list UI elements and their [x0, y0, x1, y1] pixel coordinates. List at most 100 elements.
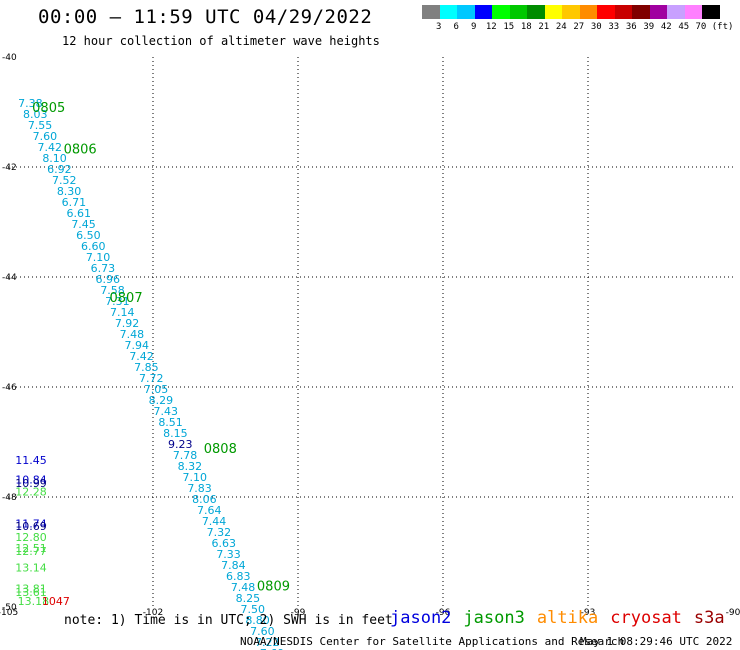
legend-swatch — [509, 5, 527, 19]
satellite-label: s3a — [693, 608, 725, 628]
edge-wave-height-point: 12.28 — [15, 485, 47, 498]
wave-height-point: 6.96 — [95, 273, 120, 286]
generated-timestamp: May 1 08:29:46 UTC 2022 — [580, 635, 733, 648]
footer-note: note: 1) Time is in UTC; 2) SWH is in fe… — [64, 613, 393, 628]
edge-wave-height-point: 12.77 — [15, 545, 47, 558]
y-tick-label: -48 — [2, 493, 17, 503]
wave-height-point: 7.22 — [255, 636, 280, 649]
edge-wave-height-point: 10.69 — [15, 520, 47, 533]
legend-swatch — [474, 5, 492, 19]
edge-wave-height-point: 10.99 — [15, 477, 47, 490]
wave-height-point: 6.92 — [47, 163, 72, 176]
wave-height-point: 7.44 — [202, 515, 227, 528]
legend-label: 3 — [436, 22, 442, 32]
wave-height-point: 7.42 — [37, 141, 62, 154]
wave-height-point: 7.31 — [105, 295, 129, 308]
legend-swatch — [597, 5, 615, 19]
edge-wave-height-point: 13.81 — [15, 583, 47, 596]
wave-height-point: 8.03 — [23, 108, 48, 121]
legend-label: 36 — [625, 22, 637, 32]
time-label: 0808 — [204, 442, 237, 457]
wave-height-point: 7.33 — [216, 548, 241, 561]
legend-swatch — [702, 5, 720, 19]
legend-swatch — [614, 5, 632, 19]
legend-swatch — [632, 5, 650, 19]
wave-height-point: 7.14 — [110, 306, 135, 319]
satellite-label: altika — [536, 608, 599, 628]
x-tick-label: -93 — [581, 608, 596, 618]
color-legend-labels: 3 6 9 12 15 18 21 24 27 30 33 36 39 42 45 70 (ft) — [422, 22, 733, 34]
legend-swatch — [492, 5, 510, 19]
wave-height-point: 8.15 — [163, 427, 188, 440]
legend-swatch — [457, 5, 475, 19]
legend-label: 18 — [520, 22, 532, 32]
wave-height-point: 7.92 — [115, 317, 140, 330]
time-label: 0809 — [257, 580, 290, 595]
wave-height-point: 7.10 — [182, 471, 207, 484]
wave-height-point: 7.52 — [52, 174, 77, 187]
wave-height-point: 6.50 — [76, 229, 101, 242]
legend-label: 30 — [590, 22, 602, 32]
wave-height-point: 7.60 — [33, 130, 58, 143]
y-tick-label: -44 — [2, 273, 17, 283]
y-tick-label: -42 — [2, 163, 17, 173]
wave-height-point: 7.84 — [221, 559, 246, 572]
chart-title: 00:00 – 11:59 UTC 04/29/2022 — [38, 6, 373, 28]
y-tick-label: -46 — [2, 383, 17, 393]
x-tick-label: -99 — [291, 608, 306, 618]
y-tick-label: -50 — [2, 603, 17, 613]
legend-label: 21 — [538, 22, 550, 32]
x-tick-label: -96 — [436, 608, 451, 618]
wave-height-point: 7.32 — [207, 526, 232, 539]
wave-height-point: 7.48 — [231, 581, 256, 594]
legend-label: 15 — [503, 22, 515, 32]
wave-height-point: 7.94 — [124, 339, 149, 352]
satellite-label: jason3 — [463, 608, 525, 628]
wave-height-point: 6.60 — [81, 240, 106, 253]
wave-height-point: 7.78 — [173, 449, 198, 462]
wave-height-point: 7.64 — [197, 504, 222, 517]
wave-height-point: 7.83 — [187, 482, 212, 495]
legend-label: 70 (ft) — [695, 22, 734, 32]
edge-wave-height-point: 11.45 — [15, 454, 47, 467]
edge-wave-height-point: 12.51 — [15, 542, 47, 555]
wave-height-point: 7.42 — [129, 350, 154, 363]
wave-height-point: 7.05 — [144, 383, 169, 396]
edge-wave-height-point: 13.18 — [18, 595, 49, 608]
wave-height-point: 8.32 — [178, 460, 203, 473]
satellite-label: jason2 — [390, 608, 452, 628]
legend-label: 6 — [453, 22, 459, 32]
wave-height-point: 8.80 — [245, 614, 269, 627]
legend-label: 42 — [660, 22, 672, 32]
chart-subtitle: 12 hour collection of altimeter wave hei… — [62, 34, 380, 48]
wave-height-point: 7.58 — [100, 284, 125, 297]
legend-swatch — [544, 5, 562, 19]
time-label: 0806 — [64, 142, 97, 157]
legend-swatch — [684, 5, 702, 19]
x-tick-label: -105 — [0, 608, 18, 618]
y-tick-label: -40 — [2, 53, 17, 63]
edge-wave-height-point: 13.61 — [15, 586, 47, 599]
legend-swatch — [439, 5, 457, 19]
x-tick-label: -90 — [726, 608, 740, 618]
legend-label: 39 — [643, 22, 655, 32]
wave-height-point: 8.30 — [57, 185, 82, 198]
legend-swatch — [667, 5, 685, 19]
wave-height-point: 8.51 — [158, 416, 183, 429]
legend-swatch — [562, 5, 580, 19]
wave-height-point: 7.85 — [134, 361, 159, 374]
wave-height-point: 8.10 — [42, 152, 67, 165]
wave-height-point: 6.61 — [66, 207, 91, 220]
legend-label: 33 — [608, 22, 620, 32]
wave-height-point: 6.71 — [62, 196, 87, 209]
edge-wave-height-point: 10.84 — [15, 473, 47, 486]
wave-height-point: 7.48 — [120, 328, 144, 341]
credit-line: NOAA/NESDIS Center for Satellite Applica… — [240, 635, 625, 648]
color-legend-swatches — [422, 5, 720, 19]
satellite-label: cryosat — [610, 608, 682, 628]
wave-height-point: 9.23 — [168, 438, 193, 451]
wave-height-point: 6.63 — [211, 537, 236, 550]
legend-label: 12 — [485, 22, 497, 32]
wave-height-point: 8.06 — [192, 493, 217, 506]
